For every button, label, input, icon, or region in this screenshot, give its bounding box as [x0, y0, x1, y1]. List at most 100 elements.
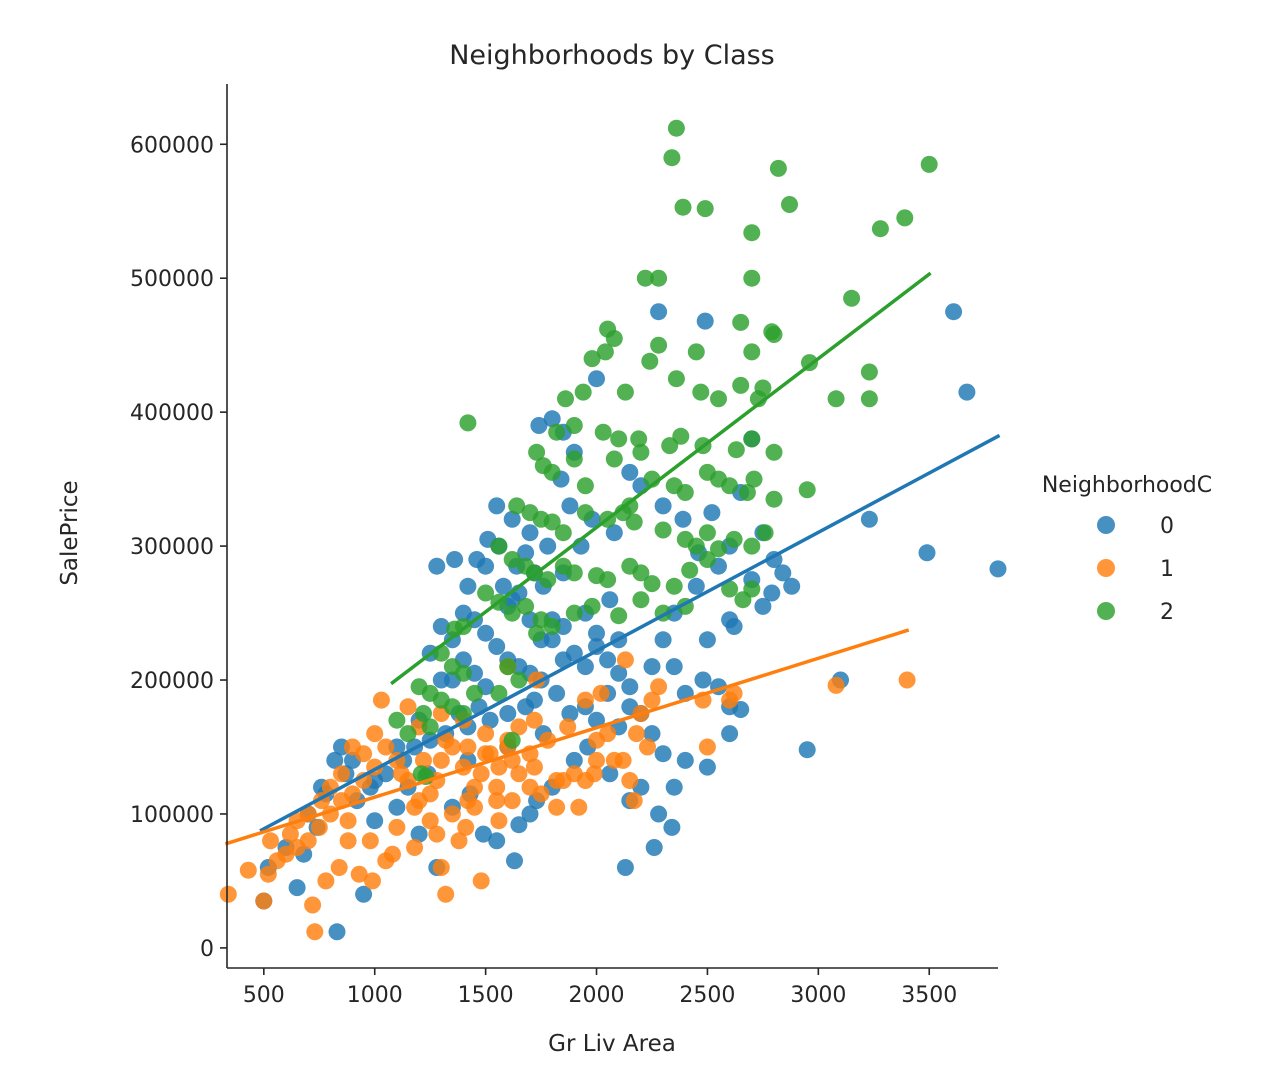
legend-label-0: 0 — [1160, 514, 1174, 539]
data-point — [663, 149, 681, 167]
data-point — [521, 805, 539, 823]
data-point — [288, 879, 306, 897]
data-point — [661, 437, 679, 455]
data-point — [696, 200, 714, 218]
data-point — [477, 624, 495, 642]
data-point — [743, 269, 761, 287]
data-point — [361, 832, 379, 850]
data-point — [594, 423, 612, 441]
data-point — [488, 497, 506, 515]
data-point — [543, 410, 561, 428]
data-point — [510, 765, 528, 783]
x-tick-label: 1500 — [458, 983, 514, 1008]
data-point — [259, 865, 277, 883]
data-point — [377, 738, 395, 756]
data-point — [565, 604, 583, 622]
y-tick-label: 500000 — [130, 267, 214, 292]
data-point — [588, 624, 605, 642]
data-point — [621, 678, 639, 696]
x-tick-label: 1000 — [347, 983, 403, 1008]
data-point — [503, 551, 521, 568]
data-point — [583, 597, 601, 615]
data-point — [610, 664, 628, 682]
data-point — [692, 383, 710, 401]
data-point — [239, 861, 257, 879]
data-point — [756, 524, 774, 542]
data-point — [843, 289, 861, 307]
data-point — [466, 798, 483, 816]
data-point — [698, 524, 716, 542]
data-point — [437, 885, 455, 903]
data-point — [508, 497, 526, 515]
data-point — [459, 738, 477, 756]
data-point — [548, 684, 566, 702]
data-point — [506, 852, 523, 870]
data-point — [636, 269, 654, 287]
regression-line-2 — [390, 271, 932, 686]
y-tick-label: 100000 — [130, 803, 214, 828]
data-point — [388, 818, 406, 836]
data-point — [428, 825, 446, 843]
data-point — [510, 816, 528, 834]
data-point — [743, 580, 761, 598]
data-point — [703, 504, 721, 522]
data-point — [554, 524, 572, 542]
data-point — [621, 772, 639, 789]
data-point — [219, 885, 237, 903]
data-point — [428, 557, 446, 575]
data-point — [333, 765, 350, 783]
data-point — [392, 765, 410, 783]
data-point — [421, 812, 439, 830]
chart-title: Neighborhoods by Class — [449, 40, 775, 71]
x-tick-label: 500 — [243, 983, 285, 1008]
data-point — [798, 481, 816, 499]
data-point — [650, 269, 668, 287]
data-point — [281, 825, 299, 843]
data-point — [632, 443, 650, 461]
data-point — [503, 510, 521, 528]
data-point — [605, 524, 623, 542]
data-point — [650, 805, 668, 823]
data-point — [601, 765, 619, 783]
data-point — [559, 718, 577, 736]
data-point — [488, 832, 506, 850]
data-point — [674, 510, 692, 528]
data-point — [732, 376, 750, 394]
data-point — [665, 658, 683, 676]
data-point — [399, 725, 417, 743]
data-point — [570, 798, 588, 816]
data-point — [255, 892, 273, 910]
legend-label-1: 1 — [1160, 557, 1174, 582]
data-point — [366, 812, 384, 830]
data-point — [326, 751, 344, 769]
data-point — [510, 718, 528, 736]
data-point — [565, 564, 583, 582]
data-point — [548, 772, 566, 789]
data-point — [710, 540, 727, 558]
data-point — [517, 698, 535, 716]
regression-line-0 — [259, 433, 1001, 833]
data-point — [592, 684, 610, 702]
regression-line-1 — [224, 628, 910, 846]
data-point — [588, 731, 605, 749]
data-point — [306, 923, 324, 941]
data-point — [477, 584, 495, 602]
data-point — [898, 671, 916, 689]
data-point — [827, 390, 845, 408]
data-point — [616, 651, 634, 669]
data-point — [721, 477, 739, 495]
data-point — [641, 352, 659, 370]
x-tick-label: 2500 — [679, 983, 735, 1008]
y-tick-label: 300000 — [130, 535, 214, 560]
data-point — [687, 537, 705, 555]
data-point — [565, 450, 583, 468]
data-point — [654, 631, 672, 649]
data-point — [774, 564, 792, 582]
data-point — [743, 224, 761, 242]
data-point — [698, 738, 716, 756]
data-point — [672, 427, 690, 445]
legend-marker-0 — [1097, 516, 1115, 534]
data-point — [310, 818, 328, 836]
data-point — [667, 119, 685, 137]
data-point — [650, 303, 668, 321]
